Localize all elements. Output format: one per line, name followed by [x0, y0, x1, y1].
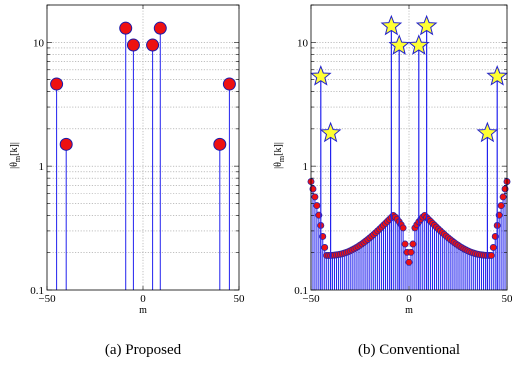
- data-point: [407, 248, 415, 256]
- x-tick-label: 0: [140, 293, 146, 305]
- data-point: [399, 224, 407, 232]
- star-marker: [486, 65, 509, 86]
- x-tick-label: 50: [234, 293, 246, 305]
- y-tick-label: 0.1: [30, 285, 44, 297]
- chart-conventional: 0.1 1 10 −50 0 50 m |θm[k]| (b) Conventional: [273, 4, 512, 358]
- data-point: [313, 202, 321, 210]
- data-point: [499, 193, 507, 201]
- star-marker: [380, 14, 403, 36]
- x-axis-label: m: [405, 305, 413, 316]
- data-point: [489, 244, 497, 251]
- data-point: [222, 77, 236, 91]
- chart-caption: (b) Conventional: [358, 342, 460, 358]
- data-point: [405, 258, 413, 266]
- data-point: [401, 240, 409, 248]
- star-marker: [309, 65, 332, 86]
- data-point: [119, 21, 133, 35]
- y-axis-label: |θm[k]|: [9, 142, 22, 169]
- data-point: [146, 38, 160, 52]
- data-point: [409, 240, 417, 248]
- data-point: [59, 137, 73, 151]
- x-tick-label: −50: [38, 293, 56, 305]
- star-marker: [415, 14, 438, 36]
- data-point: [309, 185, 317, 193]
- data-point: [213, 137, 227, 151]
- y-tick-label: 1: [303, 161, 309, 173]
- star-marker: [388, 34, 411, 55]
- data-point: [497, 202, 505, 210]
- chart-caption: (a) Proposed: [105, 342, 182, 358]
- y-tick-label: 1: [39, 161, 45, 173]
- y-axis-label: |θm[k]|: [273, 142, 286, 169]
- x-tick-label: −50: [302, 293, 320, 305]
- data-point: [50, 77, 64, 91]
- data-point: [487, 252, 495, 259]
- x-tick-label: 0: [406, 293, 412, 305]
- data-point: [501, 185, 509, 193]
- data-point: [321, 244, 329, 251]
- star-marker: [319, 121, 342, 143]
- y-tick-label: 10: [297, 37, 309, 49]
- x-tick-label: 50: [502, 293, 512, 305]
- data-point: [311, 193, 319, 201]
- star-marker: [407, 34, 430, 55]
- y-tick-label: 0.1: [294, 285, 308, 297]
- y-tick-label: 10: [33, 37, 45, 49]
- data-point: [126, 38, 140, 52]
- x-axis-label: m: [139, 305, 147, 316]
- chart-proposed: 0.1 1 10 −50 0 50 m |θm[k]| (a) Proposed: [9, 4, 246, 358]
- star-marker: [476, 121, 499, 143]
- data-point: [153, 21, 167, 35]
